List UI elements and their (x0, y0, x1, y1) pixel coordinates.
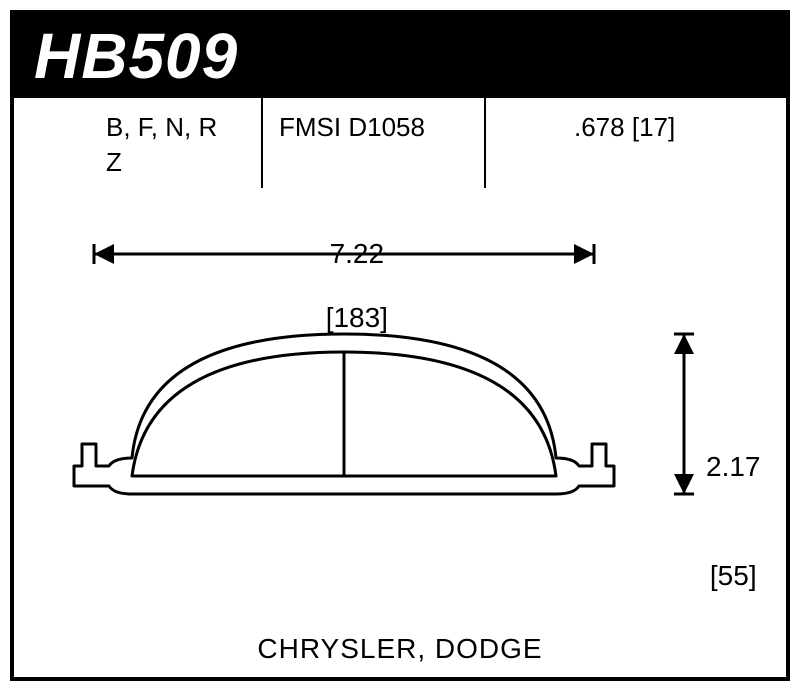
thickness-cell: .678 [17] (574, 110, 675, 145)
height-dimension (674, 334, 694, 494)
diagram-area: 7.22 [183] 2.17 [55] (14, 204, 786, 677)
compounds-cell: B, F, N, R Z (106, 110, 217, 180)
divider-1 (261, 98, 263, 188)
compounds-line-1: B, F, N, R (106, 110, 217, 145)
fmsi-cell: FMSI D1058 (279, 110, 425, 145)
width-in: 7.22 (330, 238, 385, 269)
width-dim-label: 7.22 [183] (279, 206, 388, 366)
height-in: 2.17 (706, 449, 761, 485)
height-dim-label: 2.17 [55] (706, 376, 761, 667)
compounds-line-2: Z (106, 145, 217, 180)
application-label: CHRYSLER, DODGE (14, 633, 786, 665)
spec-row: B, F, N, R Z FMSI D1058 .678 [17] (14, 98, 786, 198)
height-mm: [55] (706, 558, 761, 594)
thickness-in: .678 (574, 112, 625, 142)
pad-diagram-svg (14, 204, 786, 674)
spec-sheet: HB509 B, F, N, R Z FMSI D1058 .678 [17] (10, 10, 790, 681)
thickness-mm: [17] (632, 112, 675, 142)
title-bar: HB509 (14, 14, 786, 98)
part-code: HB509 (34, 19, 238, 93)
divider-2 (484, 98, 486, 188)
width-mm: [183] (326, 302, 388, 333)
